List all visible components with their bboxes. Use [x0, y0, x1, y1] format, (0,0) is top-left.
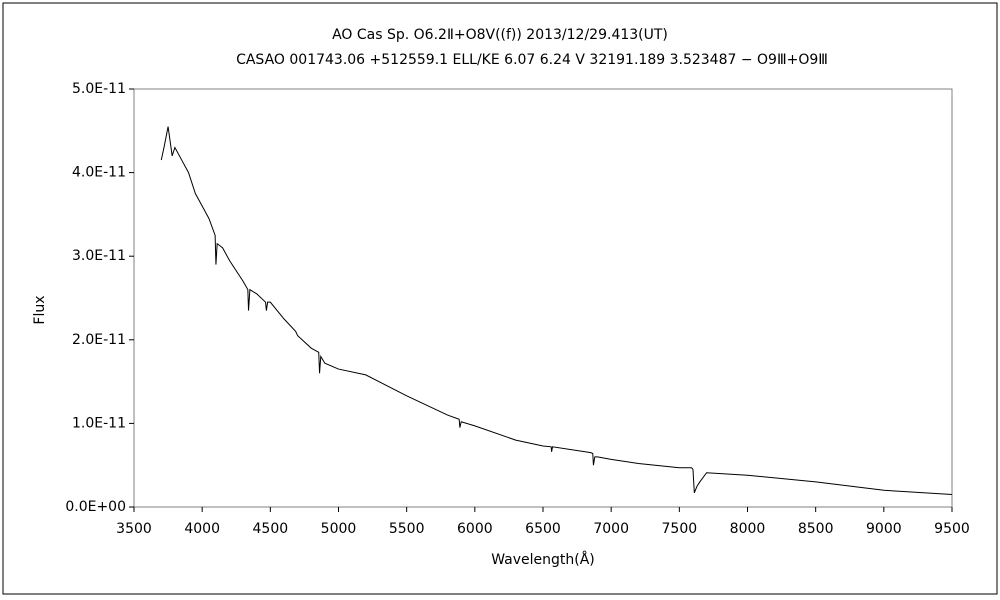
x-tick-label: 4500 — [253, 521, 289, 537]
x-axis-label: Wavelength(Å) — [491, 551, 595, 568]
x-tick-label: 9500 — [934, 521, 970, 537]
y-tick-label: 1.0E-11 — [72, 415, 126, 431]
y-tick-label: 5.0E-11 — [72, 81, 126, 97]
y-tick-label: 0.0E+00 — [65, 499, 126, 515]
x-tick-label: 3500 — [116, 521, 152, 537]
chart-title: AO Cas Sp. O6.2Ⅱ+O8V((f)) 2013/12/29.413… — [332, 27, 668, 43]
x-tick-label: 9000 — [866, 521, 902, 537]
x-tick-label: 4000 — [184, 521, 220, 537]
x-tick-label: 8000 — [730, 521, 766, 537]
x-tick-label: 5500 — [389, 521, 425, 537]
x-tick-label: 8500 — [798, 521, 834, 537]
x-tick-label: 6000 — [457, 521, 493, 537]
plot-area — [133, 88, 953, 508]
x-tick-label: 7500 — [662, 521, 698, 537]
y-tick-label: 3.0E-11 — [72, 248, 126, 264]
x-tick-label: 7000 — [593, 521, 629, 537]
y-axis-label: Flux — [32, 295, 48, 324]
y-tick-label: 4.0E-11 — [72, 165, 126, 181]
spectrum-line — [160, 126, 953, 495]
x-tick-label: 5000 — [321, 521, 357, 537]
y-tick-label: 2.0E-11 — [72, 332, 126, 348]
chart-subtitle: CASAO 001743.06 +512559.1 ELL/KE 6.07 6.… — [236, 52, 828, 68]
x-tick-label: 6500 — [525, 521, 561, 537]
